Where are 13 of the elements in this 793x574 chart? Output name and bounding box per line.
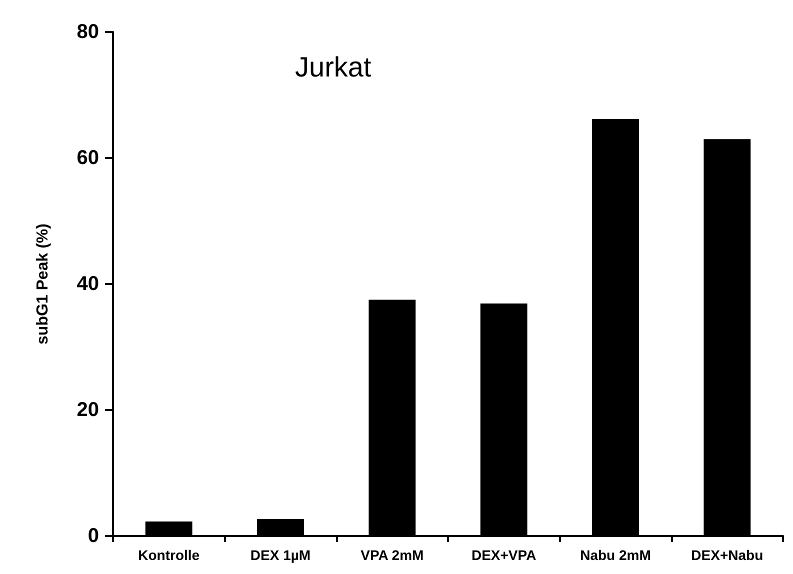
text: Jurkat — [295, 52, 372, 82]
x-tick-label: DEX+Nabu — [691, 547, 764, 563]
y-tick-label: 0 — [88, 525, 99, 547]
y-tick-label: 60 — [76, 147, 99, 169]
y-tick-label: 40 — [76, 273, 99, 295]
y-axis-title: subG1 Peak (%) — [34, 224, 52, 344]
y-tick-label: 80 — [76, 21, 99, 43]
x-tick-label: DEX+VPA — [471, 547, 536, 563]
x-tick-label: VPA 2mM — [360, 547, 424, 563]
x-tick-label: DEX 1µM — [250, 547, 311, 563]
x-tick-label: Kontrolle — [138, 547, 200, 563]
y-tick-label: 20 — [76, 399, 99, 421]
x-tick-label: Nabu 2mM — [580, 547, 651, 563]
